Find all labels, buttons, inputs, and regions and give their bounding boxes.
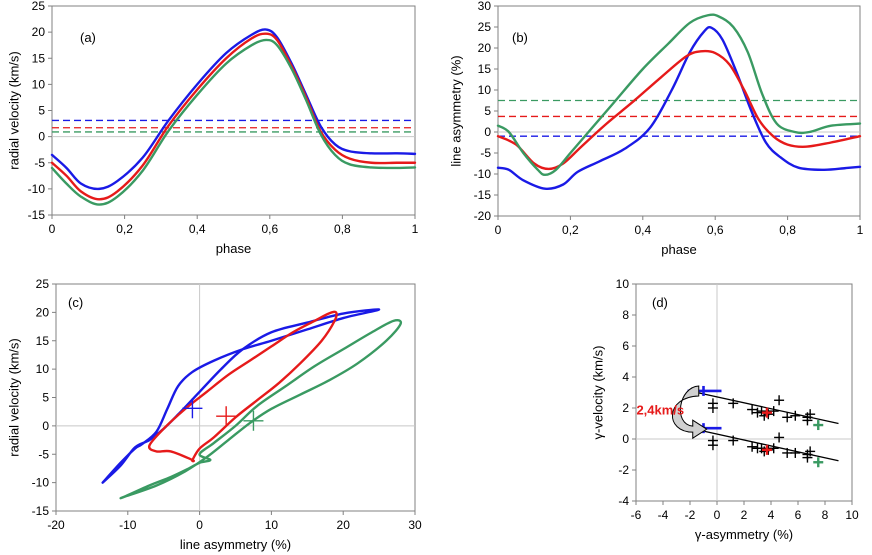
x-tick-label: 0 — [49, 222, 56, 236]
y-tick-label: -10 — [28, 182, 46, 196]
y-tick-label: 10 — [36, 362, 50, 376]
x-axis-label: phase — [216, 241, 251, 256]
x-tick-label: 0 — [495, 223, 502, 237]
x-tick-label: 8 — [822, 508, 829, 522]
x-tick-label: 0 — [714, 508, 721, 522]
y-tick-label: 0 — [484, 125, 491, 139]
y-tick-label: 30 — [478, 0, 492, 13]
y-tick-label: 25 — [36, 277, 50, 291]
panel-a: 0 0,2 0,4 0,6 0,8 1 -15 -10 -5 0 5 10 15 20 25 phase rad… — [7, 0, 419, 256]
x-tick-label: 0,6 — [261, 222, 278, 236]
x-axis-label: phase — [661, 242, 696, 257]
y-tick-label: 10 — [616, 277, 630, 291]
panel-label: (a) — [80, 30, 96, 45]
shift-arrow — [672, 385, 708, 440]
x-tick-label: 0,8 — [779, 223, 796, 237]
y-tick-label: 0 — [38, 130, 45, 144]
y-tick-label: 20 — [478, 41, 492, 55]
panel-label: (d) — [652, 295, 668, 310]
shift-annotation: 2,4km/s — [636, 403, 684, 418]
panel-label: (c) — [68, 295, 83, 310]
plot-frame — [51, 5, 416, 216]
panel-c: -20 -10 0 10 20 30 -15 -10 -5 0 5 10 15 20 25 line asym… — [7, 277, 422, 552]
y-tick-label: 4 — [622, 370, 629, 384]
x-tick-label: 20 — [337, 518, 351, 532]
panel-label: (b) — [512, 30, 528, 45]
y-tick-label: 5 — [38, 104, 45, 118]
y-tick-label: -20 — [474, 209, 492, 223]
y-tick-label: -10 — [32, 476, 50, 490]
series-line-green — [50, 38, 417, 206]
y-tick-label: 8 — [622, 308, 629, 322]
x-tick-label: 30 — [408, 518, 422, 532]
x-tick-label: 0 — [196, 518, 203, 532]
y-tick-label: 20 — [36, 305, 50, 319]
y-tick-label: 5 — [42, 391, 49, 405]
x-tick-label: 10 — [265, 518, 279, 532]
series-line-red — [147, 310, 338, 463]
y-axis-label: radial velocity (km/s) — [7, 51, 22, 169]
y-tick-label: 20 — [32, 25, 46, 39]
y-tick-label: -5 — [480, 146, 491, 160]
y-tick-label: -15 — [32, 504, 50, 518]
y-tick-label: -4 — [618, 494, 629, 508]
plot-frame — [497, 5, 861, 217]
x-tick-label: 6 — [795, 508, 802, 522]
fit-line-1 — [689, 427, 839, 462]
y-axis-label: radial velocity (km/s) — [7, 338, 22, 456]
y-tick-label: 10 — [478, 83, 492, 97]
x-tick-label: 1 — [857, 223, 864, 237]
y-tick-label: -5 — [38, 447, 49, 461]
x-tick-label: 0,2 — [562, 223, 579, 237]
x-tick-label: 0,4 — [634, 223, 651, 237]
x-tick-label: 1 — [412, 222, 419, 236]
x-tick-label: 0,4 — [189, 222, 206, 236]
series-line-green — [119, 319, 403, 500]
fit-line-0 — [689, 390, 839, 425]
y-tick-label: 2 — [622, 401, 629, 415]
series-line-green — [496, 13, 862, 177]
y-tick-label: 25 — [478, 20, 492, 34]
x-tick-label: 0,8 — [334, 222, 351, 236]
plot-frame — [635, 283, 853, 502]
x-tick-label: 0,2 — [116, 222, 133, 236]
series-line-blue — [50, 28, 417, 191]
y-tick-label: -2 — [618, 463, 629, 477]
y-tick-label: 0 — [42, 419, 49, 433]
y-tick-label: 15 — [32, 51, 46, 65]
y-axis-label: line asymmetry (%) — [449, 55, 464, 166]
series-line-red — [50, 32, 417, 201]
y-axis-label: γ-velocity (km/s) — [591, 346, 606, 440]
y-tick-label: 15 — [36, 334, 50, 348]
x-tick-label: -4 — [658, 508, 669, 522]
y-tick-label: -10 — [474, 167, 492, 181]
x-tick-label: 2 — [741, 508, 748, 522]
y-tick-label: 0 — [622, 432, 629, 446]
x-tick-label: -2 — [685, 508, 696, 522]
x-tick-label: -10 — [119, 518, 137, 532]
y-tick-label: 5 — [484, 104, 491, 118]
y-tick-label: 6 — [622, 339, 629, 353]
x-tick-label: -20 — [47, 518, 65, 532]
y-tick-label: 15 — [478, 62, 492, 76]
y-tick-label: -15 — [28, 208, 46, 222]
x-axis-label: γ-asymmetry (%) — [695, 527, 793, 542]
x-tick-label: 4 — [768, 508, 775, 522]
y-tick-label: 10 — [32, 77, 46, 91]
panel-b: 0 0,2 0,4 0,6 0,8 1 -20 -15 -10 -5 0 5 10 15 20 25 30 pha… — [449, 0, 864, 257]
x-tick-label: -6 — [631, 508, 642, 522]
series-line-red — [496, 49, 862, 171]
y-tick-label: 25 — [32, 0, 46, 13]
series-line-blue — [101, 308, 381, 484]
y-tick-label: -15 — [474, 188, 492, 202]
x-tick-label: 10 — [845, 508, 859, 522]
series-line-blue — [496, 26, 862, 191]
x-axis-label: line asymmetry (%) — [180, 537, 291, 552]
y-tick-label: -5 — [34, 156, 45, 170]
x-tick-label: 0,6 — [707, 223, 724, 237]
